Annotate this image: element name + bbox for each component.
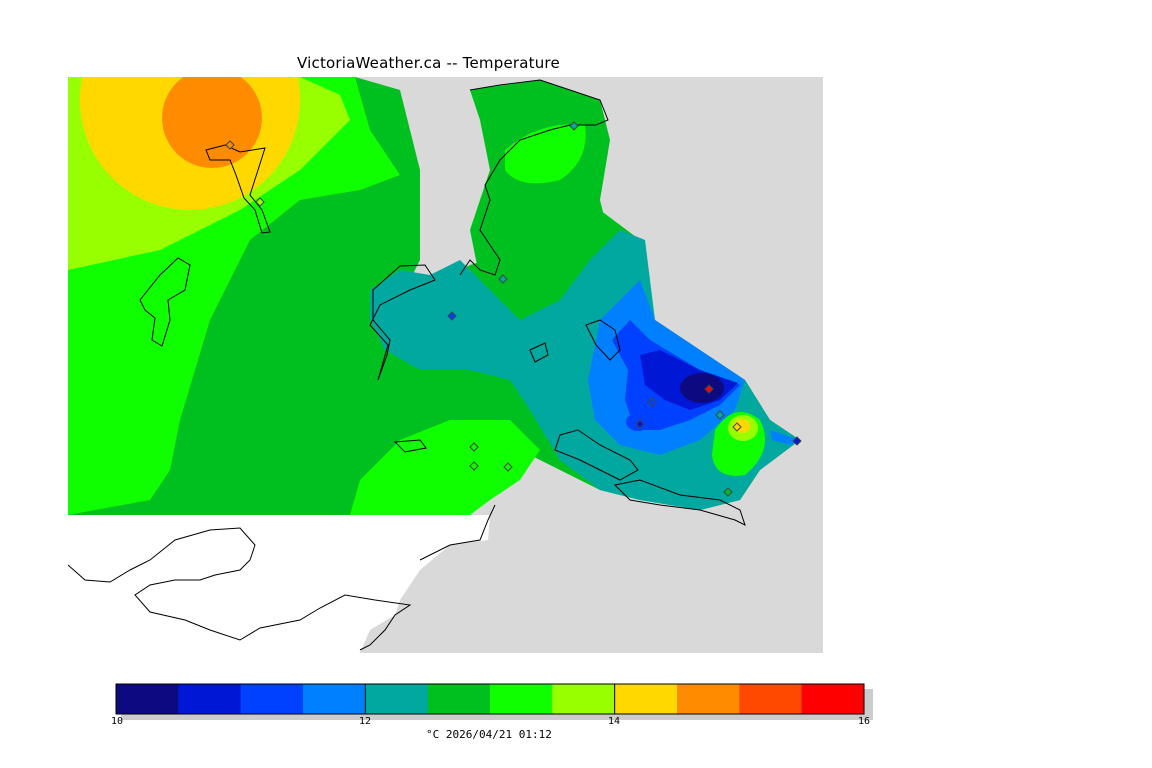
colorbar-swatch	[739, 684, 803, 714]
colorbar-swatch	[490, 684, 553, 714]
map-title: VictoriaWeather.ca -- Temperature	[297, 54, 560, 72]
station-marker	[447, 311, 457, 321]
temperature-field	[68, 77, 800, 515]
colorbar-swatch	[365, 684, 429, 714]
station-markers	[225, 121, 802, 497]
colorbar-tick-label: 10	[111, 716, 124, 727]
colorbar-tick-label: 16	[858, 716, 871, 727]
station-marker	[225, 140, 235, 150]
colorbar-tick-label: 14	[608, 716, 621, 727]
units-and-timestamp: °C 2026/04/21 01:12	[426, 728, 552, 741]
station-marker	[503, 462, 513, 472]
colorbar-tick-label: 12	[359, 716, 372, 727]
colorbar-swatch	[801, 684, 865, 714]
colorbar-swatch	[303, 684, 366, 714]
station-marker	[647, 397, 657, 407]
coastlines	[68, 79, 746, 651]
colorbar-swatch	[552, 684, 616, 714]
station-marker	[469, 442, 479, 452]
station-marker	[635, 419, 645, 429]
station-marker	[569, 121, 579, 131]
colorbar-swatch	[677, 684, 740, 714]
colorbar-swatch	[614, 684, 678, 714]
unsampled-area	[68, 515, 490, 653]
colorbar-swatch	[427, 684, 491, 714]
station-marker	[715, 410, 725, 420]
station-marker	[255, 197, 265, 207]
station-marker	[498, 274, 508, 284]
station-marker	[723, 487, 733, 497]
station-marker	[792, 436, 802, 446]
colorbar-swatch	[116, 684, 179, 714]
colorbar-swatch	[178, 684, 242, 714]
station-marker	[732, 422, 742, 432]
station-marker	[704, 384, 714, 394]
colorbar-swatch	[240, 684, 304, 714]
station-marker	[469, 461, 479, 471]
